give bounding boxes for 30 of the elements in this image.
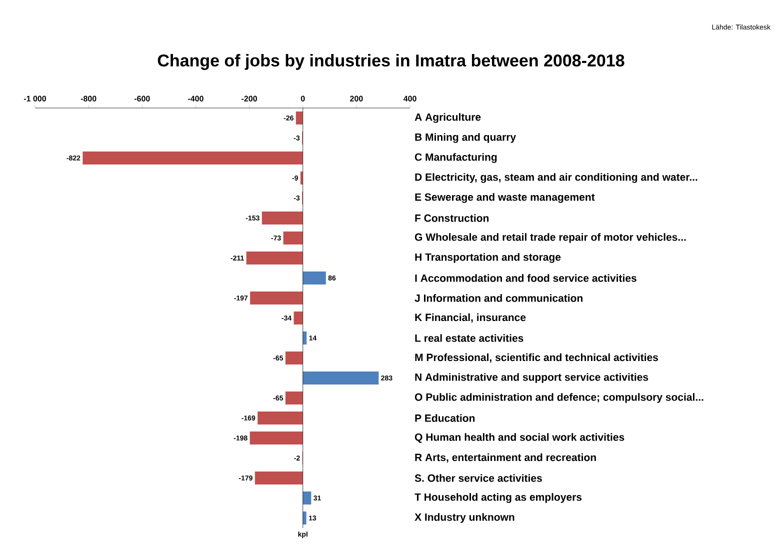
y-tick-label: F Construction — [415, 214, 489, 222]
y-tick-label: K Financial, insurance — [415, 313, 526, 323]
y-tick-label: A Agriculture — [414, 113, 481, 123]
x-tick-label: 200 — [350, 96, 363, 102]
y-tick-label: G Wholesale and retail trade repair of motor vehicles... — [414, 233, 686, 243]
x-tick-label: -800 — [80, 96, 96, 102]
y-tick-label: B Mining and quarry — [415, 133, 516, 143]
x-tick-label: -400 — [188, 96, 204, 102]
y-tick-label: M Professional, scientific and technical activities — [415, 353, 658, 363]
y-tick-label: C Manufacturing — [414, 153, 497, 163]
y-tick-label: Q Human health and social work activities — [414, 433, 624, 443]
x-tick-label: 400 — [403, 96, 416, 102]
y-tick-label: L real estate activities — [415, 334, 524, 342]
y-tick-label: P Education — [415, 414, 475, 422]
x-tick-label: -200 — [242, 96, 257, 102]
y-tick-label: N Administrative and support service activities — [415, 373, 648, 383]
y-tick-label: O Public administration and defence; compulsory social... — [414, 393, 704, 403]
y-tick-label: H Transportation and storage — [415, 253, 561, 263]
y-tick-label: I Accommodation and food service activities — [415, 274, 636, 282]
chart-title: Change of jobs by industries in Imatra between 2008-2018 — [158, 54, 624, 70]
y-tick-label: R Arts, entertainment and recreation — [415, 453, 596, 463]
y-tick-label: E Sewerage and waste management — [415, 193, 595, 203]
y-tick-label: S. Other service activities — [414, 474, 542, 482]
y-tick-label: X Industry unknown — [414, 513, 514, 523]
y-tick-label: T Household acting as employers — [414, 493, 582, 503]
x-tick-label: -1 000 — [24, 96, 46, 102]
y-tick-label: D Electricity, gas, steam and air conditioning and water... — [415, 173, 698, 183]
x-tick-label: 0 — [300, 96, 305, 102]
x-tick-label: -600 — [134, 96, 150, 102]
y-tick-label: J Information and communication — [414, 294, 582, 302]
